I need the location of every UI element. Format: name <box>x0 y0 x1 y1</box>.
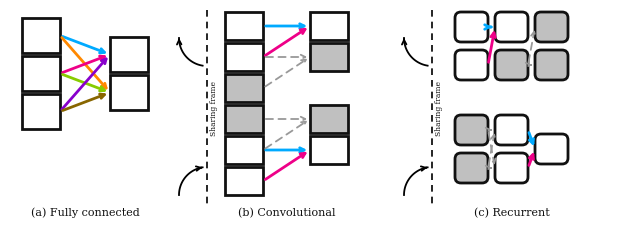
Text: (a) Fully connected: (a) Fully connected <box>31 207 140 218</box>
Bar <box>310 12 348 40</box>
Bar <box>225 12 263 40</box>
Bar <box>22 18 60 53</box>
FancyBboxPatch shape <box>495 115 528 145</box>
FancyBboxPatch shape <box>495 153 528 183</box>
Text: Sharing frame: Sharing frame <box>435 80 443 136</box>
Bar <box>310 105 348 133</box>
Bar <box>110 75 148 110</box>
Bar <box>22 56 60 91</box>
Bar <box>225 74 263 102</box>
FancyBboxPatch shape <box>495 50 528 80</box>
FancyBboxPatch shape <box>455 50 488 80</box>
Text: (b) Convolutional: (b) Convolutional <box>237 208 335 218</box>
Bar <box>22 94 60 129</box>
Bar <box>225 43 263 71</box>
FancyBboxPatch shape <box>455 153 488 183</box>
Bar <box>225 105 263 133</box>
Bar <box>225 167 263 195</box>
FancyBboxPatch shape <box>455 115 488 145</box>
Text: (c) Recurrent: (c) Recurrent <box>474 208 549 218</box>
FancyBboxPatch shape <box>535 50 568 80</box>
Text: Sharing frame: Sharing frame <box>210 80 218 136</box>
FancyBboxPatch shape <box>455 12 488 42</box>
FancyBboxPatch shape <box>535 12 568 42</box>
Bar <box>225 136 263 164</box>
FancyBboxPatch shape <box>495 12 528 42</box>
Bar <box>310 136 348 164</box>
FancyBboxPatch shape <box>535 134 568 164</box>
Bar <box>110 37 148 72</box>
Bar <box>310 43 348 71</box>
